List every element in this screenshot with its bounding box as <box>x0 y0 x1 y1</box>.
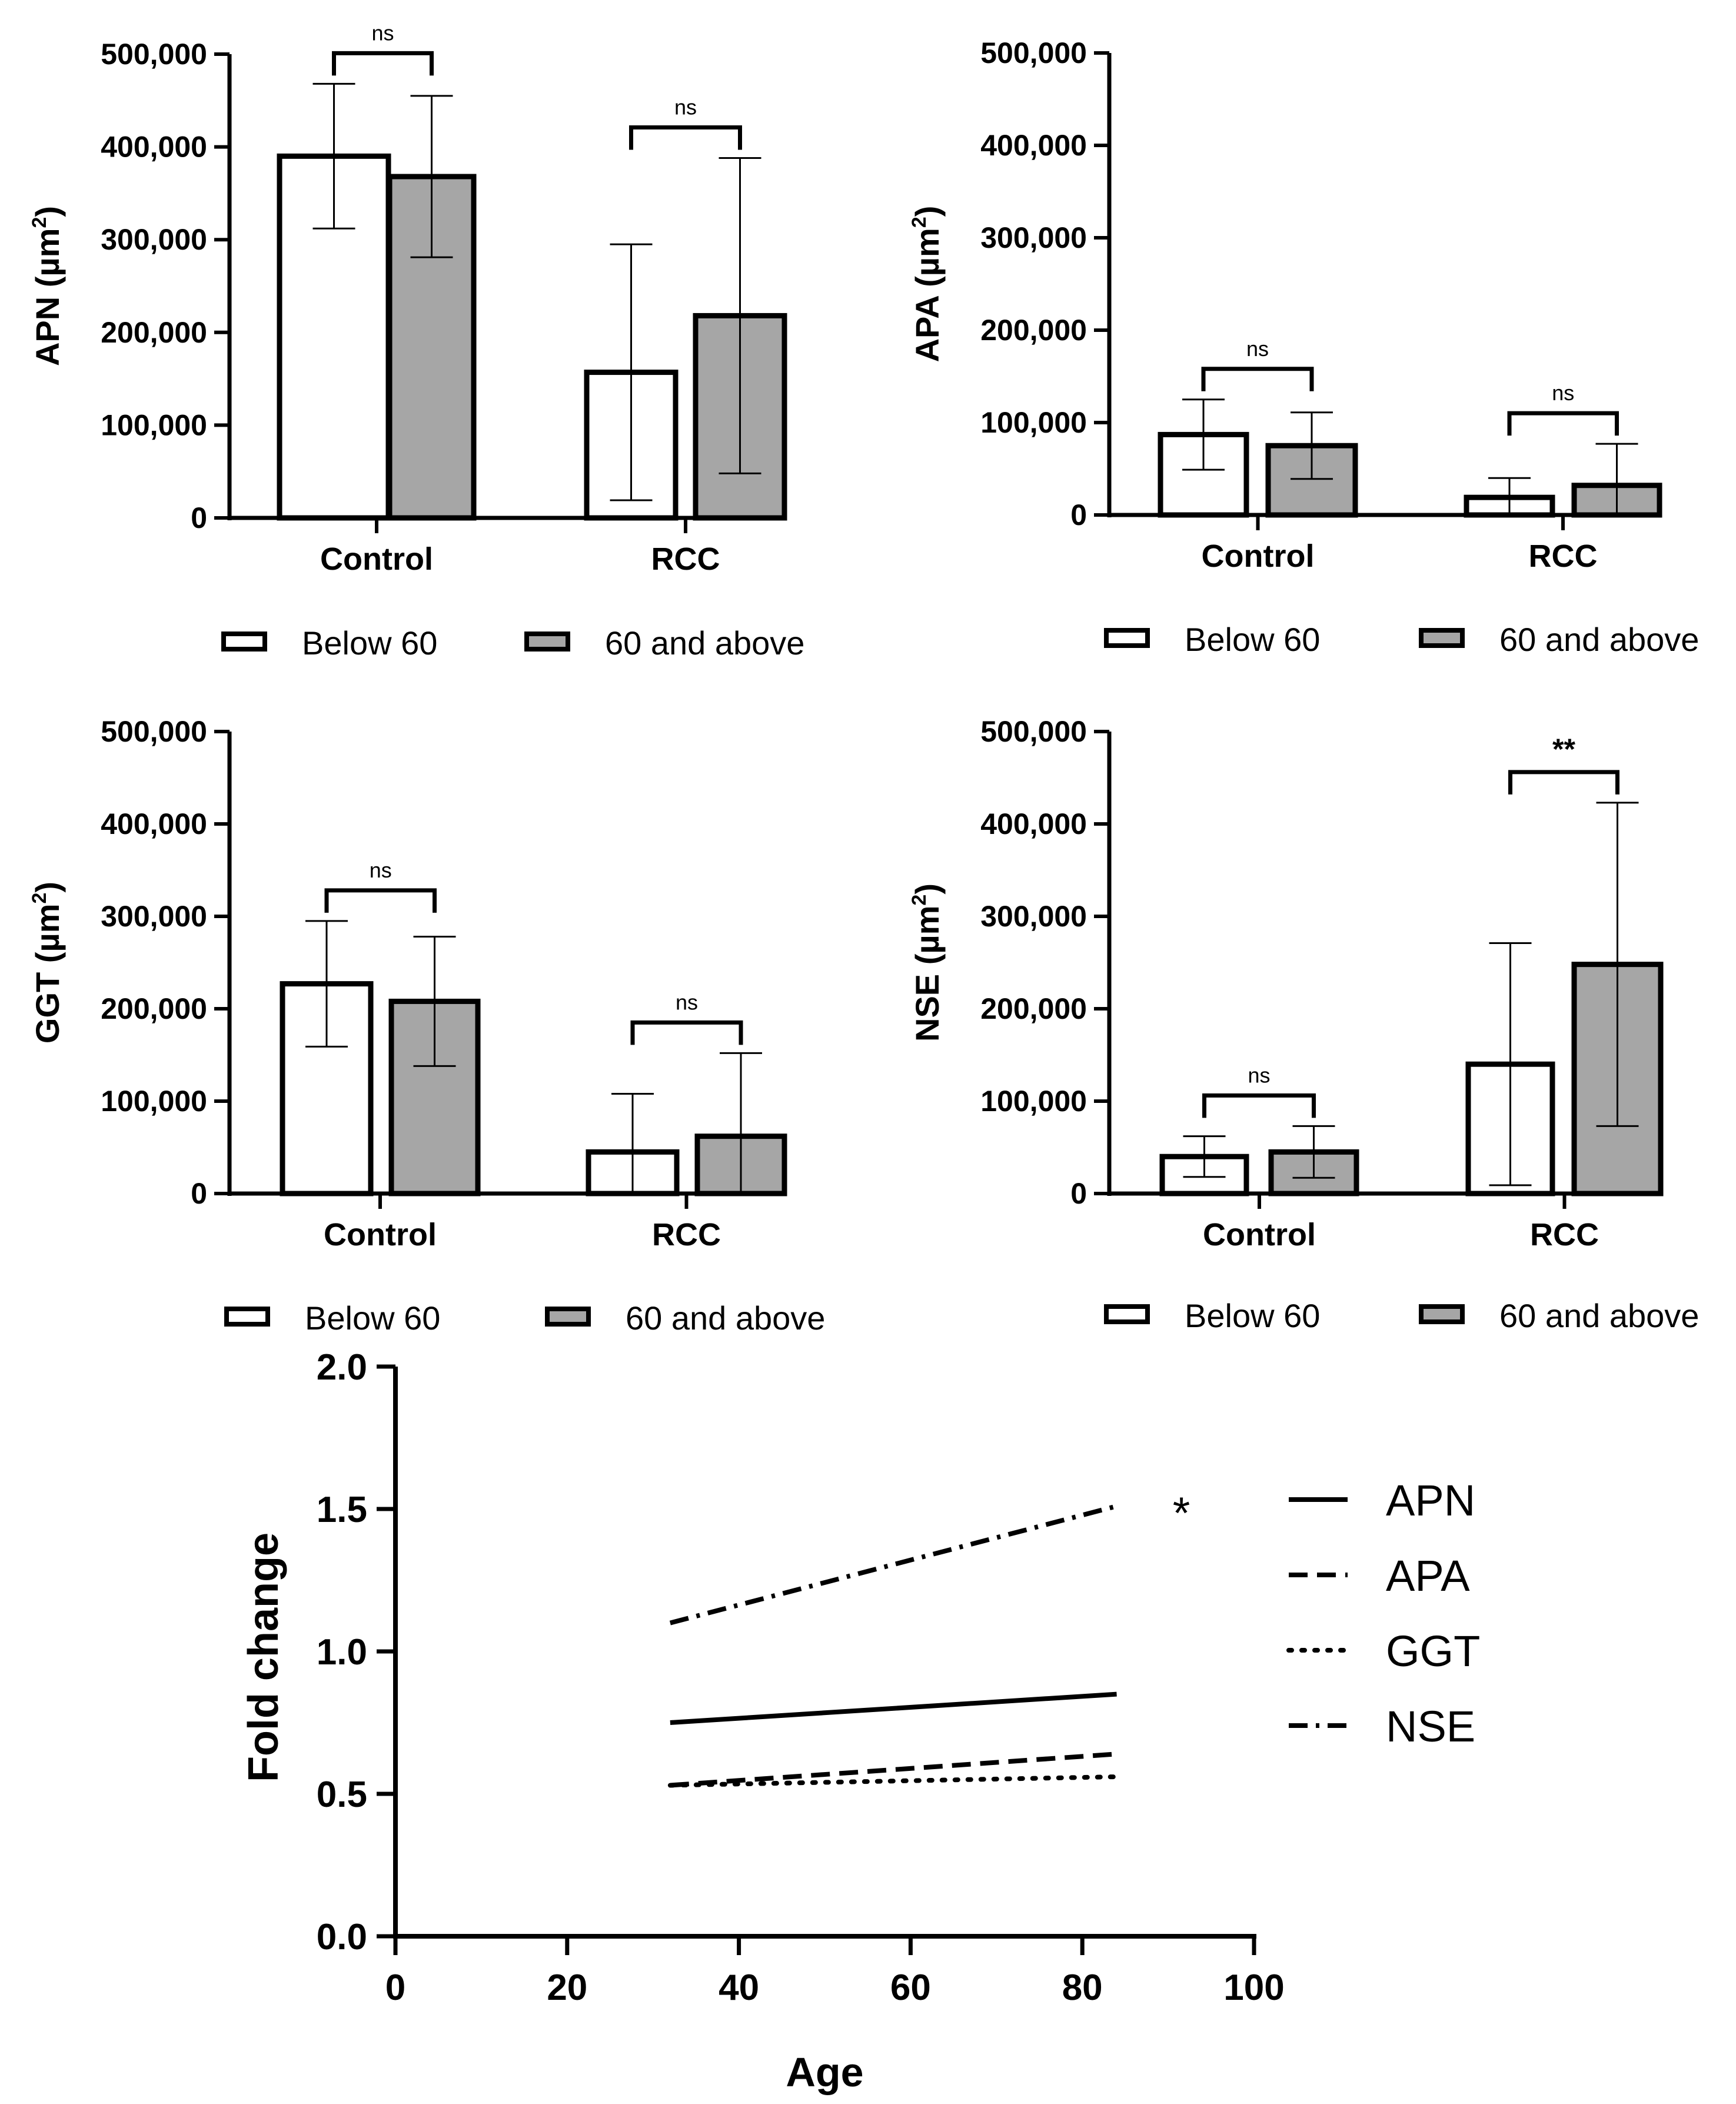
significance-bracket <box>1507 411 1619 436</box>
bar-panel-ggt: 0 100,000 200,000 300,000 400,000 500,000 GGT … <box>28 715 825 1337</box>
y-tick-label: 400,000 <box>101 131 207 164</box>
y-tick-label: 100,000 <box>980 1085 1087 1118</box>
x-axis-label: Age <box>786 2049 863 2095</box>
legend-label: Below 60 <box>1185 1297 1320 1334</box>
y-tick-label: 0 <box>191 501 207 534</box>
x-tick-label: 60 <box>890 1967 931 2008</box>
y-tick-label: 500,000 <box>980 36 1087 69</box>
y-tick-label: 0 <box>1070 498 1087 531</box>
y-tick-label: 300,000 <box>980 900 1087 933</box>
x-tick-label: 0 <box>385 1967 405 2008</box>
y-tick-label: 200,000 <box>101 992 207 1025</box>
legend-swatch <box>1419 1304 1465 1324</box>
legend-swatch <box>221 631 267 652</box>
y-tick-label: 0.5 <box>317 1774 367 1815</box>
y-tick-label: 200,000 <box>980 314 1087 347</box>
legend-label: 60 and above <box>626 1299 825 1337</box>
significance-bracket <box>1508 770 1619 795</box>
x-tick-label: 80 <box>1062 1967 1103 2008</box>
series-line-apa <box>670 1751 1117 1788</box>
legend-label: 60 and above <box>1499 621 1699 658</box>
x-tick-label: 100 <box>1223 1967 1284 2008</box>
significance-label: ns <box>1552 381 1574 405</box>
y-tick-label: 500,000 <box>980 715 1087 748</box>
legend-label: APN <box>1386 1476 1475 1525</box>
significance-label: ns <box>676 990 698 1014</box>
y-tick-label: 500,000 <box>101 38 207 71</box>
significance-bracket <box>332 51 434 76</box>
y-axis-label: APA (µm2) <box>908 206 946 363</box>
legend-label: Below 60 <box>305 1299 440 1337</box>
y-tick-label: 2.0 <box>317 1347 367 1388</box>
legend-label: NSE <box>1386 1702 1475 1751</box>
y-axis-label: APN (µm2) <box>28 206 66 366</box>
y-tick-label: 1.0 <box>317 1632 367 1673</box>
bar-panel-apa: 0 100,000 200,000 300,000 400,000 500,000 APA … <box>908 36 1699 658</box>
y-axis-label: GGT (µm2) <box>28 882 66 1043</box>
legend-swatch <box>545 1307 591 1327</box>
significance-bracket <box>1202 1093 1316 1118</box>
x-tick-label: RCC <box>1530 1217 1599 1252</box>
x-tick-label: Control <box>1203 1217 1316 1252</box>
x-tick-label: 20 <box>547 1967 587 2008</box>
y-tick-label: 1.5 <box>317 1490 367 1530</box>
series-line-nse <box>669 1504 1118 1626</box>
legend-swatch <box>1419 628 1465 648</box>
significance-label: ns <box>1246 337 1269 361</box>
bar-panel-apn: 0 100,000 200,000 300,000 400,000 500,000 APN … <box>28 21 804 662</box>
y-tick-label: 400,000 <box>980 807 1087 840</box>
y-tick-label: 100,000 <box>980 406 1087 439</box>
x-tick-label: Control <box>324 1217 437 1252</box>
y-tick-label: 0 <box>191 1177 207 1210</box>
legend-swatch <box>524 631 570 652</box>
legend-label: APA <box>1386 1551 1470 1600</box>
significance-bracket <box>630 1020 743 1045</box>
legend-label: 60 and above <box>605 624 804 662</box>
y-tick-label: 0 <box>1070 1177 1087 1210</box>
y-tick-label: 400,000 <box>101 807 207 840</box>
y-tick-label: 300,000 <box>980 221 1087 254</box>
significance-label: ns <box>1248 1063 1270 1087</box>
x-tick-label: RCC <box>652 1217 721 1252</box>
legend-label: Below 60 <box>1185 621 1320 658</box>
bar-panel-nse: 0 100,000 200,000 300,000 400,000 500,000 NSE … <box>908 715 1699 1334</box>
y-tick-label: 300,000 <box>101 223 207 256</box>
x-tick-label: Control <box>320 541 433 577</box>
y-axis-label: Fold change <box>240 1533 287 1782</box>
legend-label: Below 60 <box>302 624 437 662</box>
x-tick-label: RCC <box>1529 539 1598 574</box>
series-line-ggt <box>667 1774 1119 1788</box>
series-line-apn <box>670 1691 1117 1725</box>
y-tick-label: 300,000 <box>101 900 207 933</box>
y-axis-label: NSE (µm2) <box>908 883 946 1042</box>
legend-swatch <box>1104 628 1150 648</box>
legend-label: 60 and above <box>1499 1297 1699 1334</box>
y-tick-label: 200,000 <box>980 992 1087 1025</box>
y-tick-label: 100,000 <box>101 1085 207 1118</box>
y-tick-label: 0.0 <box>317 1917 367 1957</box>
significance-label: ns <box>674 95 697 119</box>
x-tick-label: 40 <box>719 1967 759 2008</box>
significance-bracket <box>629 125 742 150</box>
y-tick-label: 100,000 <box>101 408 207 441</box>
significance-annotation: * <box>1173 1488 1190 1538</box>
line-panel-fold-change: 0.0 0.5 1.0 1.5 2.0 0 20 40 60 80 100 Age Fold chang… <box>240 1347 1480 2095</box>
y-tick-label: 400,000 <box>980 129 1087 162</box>
significance-label: ** <box>1552 733 1575 766</box>
x-tick-label: Control <box>1202 539 1315 574</box>
significance-bracket <box>324 888 437 913</box>
legend-swatch <box>1104 1304 1150 1324</box>
y-tick-label: 500,000 <box>101 715 207 748</box>
significance-label: ns <box>370 858 392 882</box>
x-tick-label: RCC <box>651 541 720 577</box>
legend-label: GGT <box>1386 1627 1480 1676</box>
significance-label: ns <box>371 21 394 45</box>
significance-bracket <box>1201 367 1314 391</box>
legend-swatch <box>224 1307 270 1327</box>
y-tick-label: 200,000 <box>101 316 207 349</box>
